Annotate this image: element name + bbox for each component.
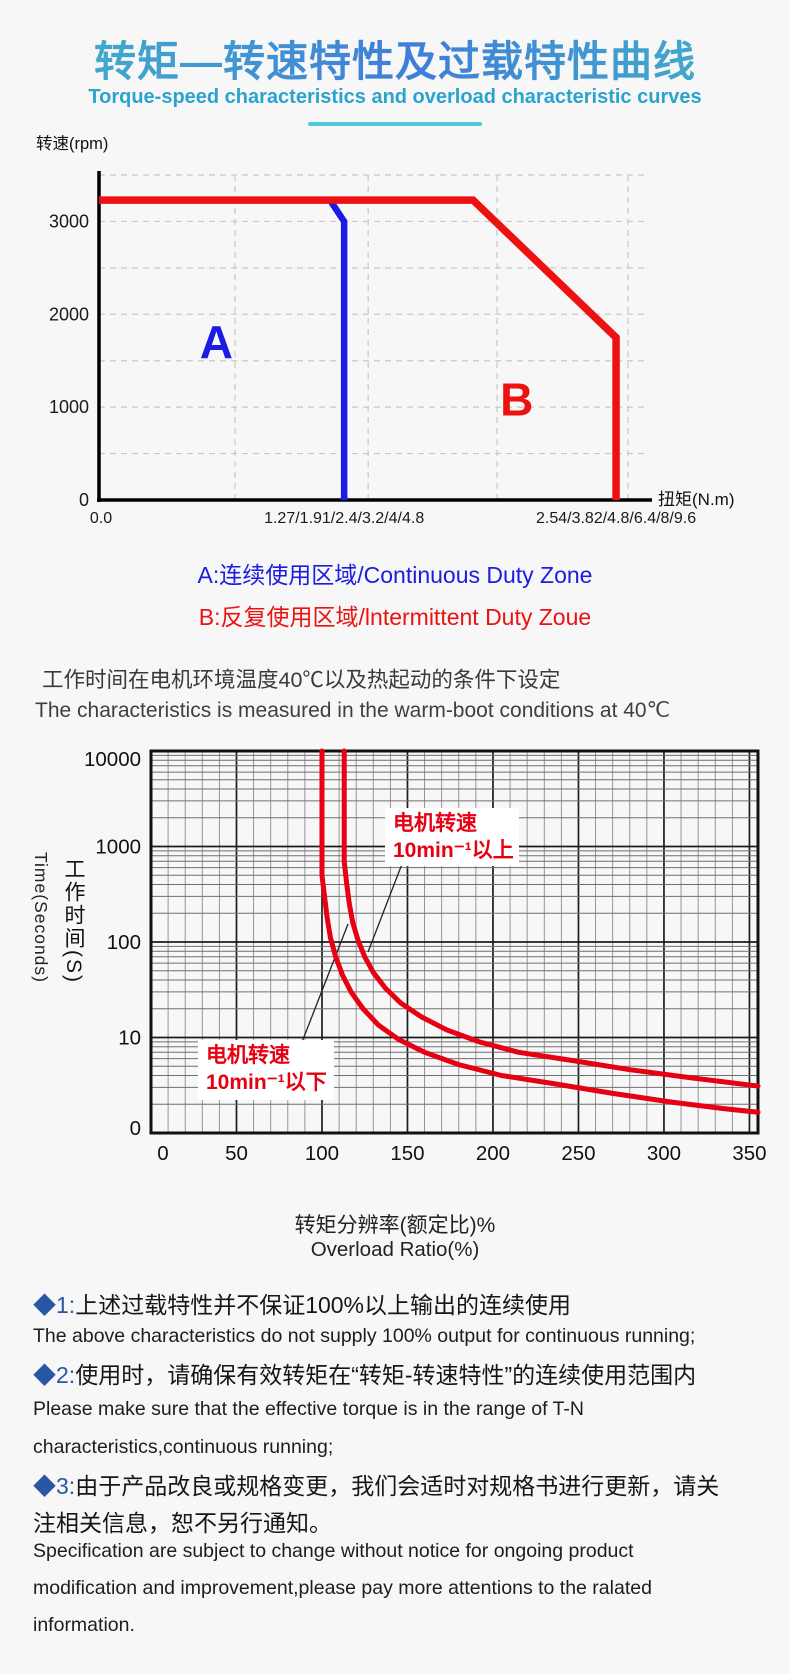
- note-2-en-line: Please make sure that the effective torq…: [33, 1398, 585, 1420]
- c2-x-tick-label: 350: [732, 1142, 766, 1165]
- note-1-en-line: The above characteristics do not supply …: [33, 1325, 696, 1347]
- note-3-zh-line: 注相关信息，恕不另行通知。: [33, 1510, 332, 1536]
- torque-speed-chart: A B 3000 2000 1000 00.0 1.27/1.91/2.4/3.2/4/4.…: [49, 171, 734, 527]
- measurement-note-en: The characteristics is measured in the w…: [35, 699, 671, 722]
- note-3-en-line: modification and improvement,please pay …: [33, 1577, 652, 1599]
- annotation-leader: [367, 863, 403, 953]
- c1-y-tick-label: 0: [79, 490, 89, 510]
- c1-y-tick-label: 3000: [49, 211, 89, 231]
- page-subtitle: Torque-speed characteristics and overloa…: [88, 86, 702, 108]
- chart2-y-axis-title-zh-text: 工作时间: [62, 858, 85, 950]
- note-1-marker: ◆1:: [33, 1292, 76, 1318]
- zone-label-B: B: [500, 374, 533, 426]
- c1-y-tick-label: 1000: [49, 397, 89, 417]
- zone-label-A: A: [200, 316, 233, 368]
- legend-zone-b: B:反复使用区域/lntermittent Duty Zoue: [198, 604, 592, 630]
- legend-zone-a: A:连续使用区域/Continuous Duty Zone: [197, 562, 593, 588]
- continuous-duty-boundary: [327, 198, 348, 500]
- note-2-zh-line: ◆2:使用时，请确保有效转矩在“转矩-转速特性”的连续使用范围内: [33, 1362, 697, 1388]
- speed-above-10min-curve: [341, 748, 761, 1089]
- c2-x-tick-label: 200: [476, 1142, 510, 1165]
- note-1-zh-line: ◆1:上述过载特性并不保证100%以上输出的连续使用: [33, 1292, 572, 1318]
- note-3-marker: ◆3:: [33, 1473, 76, 1499]
- note-2-marker: ◆2:: [33, 1362, 76, 1388]
- chart1-y-axis-title: 转速(rpm): [36, 135, 109, 153]
- c2-x-tick-label: 150: [390, 1142, 424, 1165]
- chart2-x-axis-title-zh: 转矩分辨率(额定比)%: [294, 1214, 496, 1237]
- c2-y-tick-label: 1000: [95, 836, 141, 859]
- c2-x-tick-label: 300: [647, 1142, 681, 1165]
- annotation-above-10min: 电机转速 10min⁻¹以上: [385, 808, 519, 866]
- page-title: 转矩—转速特性及过载特性曲线: [0, 28, 790, 89]
- c2-x-tick-label: 50: [225, 1142, 248, 1165]
- subtitle-underline: [308, 122, 482, 126]
- chart2-y-axis-unit: (S): [62, 950, 85, 984]
- c1-x-axis-title: 扭矩(N.m): [658, 490, 734, 509]
- c1-x-tick-label: 0.0: [90, 510, 112, 527]
- chart2-x-axis-title-en: Overload Ratio(%): [310, 1238, 480, 1261]
- c2-x-tick-label: 100: [305, 1142, 339, 1165]
- note-2-en-line: characteristics,continuous running;: [33, 1436, 334, 1458]
- annotation-below-10min: 电机转速 10min⁻¹以下: [198, 1040, 334, 1100]
- c2-y-tick-label: 10: [118, 1027, 141, 1050]
- c1-x-tick-label: 1.27/1.91/2.4/3.2/4/4.8: [264, 510, 424, 527]
- chart2-y-axis-title-zh: 工作时间(S): [58, 858, 88, 984]
- speed-below-10min-curve: [319, 748, 761, 1115]
- c2-y-tick-label: 0: [130, 1117, 141, 1140]
- chart2-y-axis-title-en: Time(Seconds): [31, 852, 51, 983]
- c2-x-tick-label: 250: [561, 1142, 595, 1165]
- measurement-note-zh: 工作时间在电机环境温度40℃以及热起动的条件下设定: [42, 668, 561, 692]
- intermittent-duty-boundary: [99, 196, 620, 500]
- c2-y-tick-label: 100: [107, 931, 141, 954]
- note-3-zh-line: ◆3:由于产品改良或规格变更，我们会适时对规格书进行更新，请关: [33, 1473, 720, 1499]
- c2-x-tick-label: 0: [157, 1142, 168, 1165]
- annotation-leader: [301, 923, 349, 1043]
- c2-y-tick-label: 10000: [84, 748, 141, 771]
- note-3-en-line: Specification are subject to change with…: [33, 1540, 634, 1562]
- note-3-en-line: information.: [33, 1614, 135, 1636]
- c1-y-tick-label: 2000: [49, 304, 89, 324]
- plot-border: [149, 749, 760, 1135]
- c1-x-tick-label: 2.54/3.82/4.8/6.4/8/9.6: [536, 510, 696, 527]
